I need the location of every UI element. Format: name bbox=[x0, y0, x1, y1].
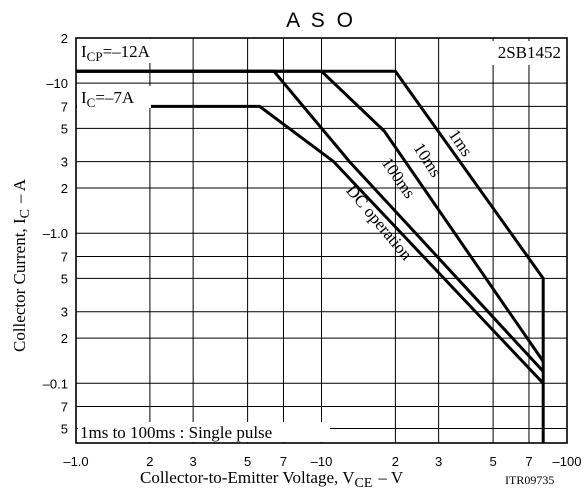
series-line-100ms bbox=[76, 69, 545, 373]
y-tick-label-6: –1.0 bbox=[43, 226, 68, 241]
x-tick-label-1: 2 bbox=[146, 454, 153, 469]
y-tick-label-12: 7 bbox=[61, 400, 68, 415]
ic-label-main: I bbox=[81, 88, 87, 107]
ic-label-tail: =–7A bbox=[95, 88, 135, 107]
y-tick-label-3: 5 bbox=[61, 121, 68, 136]
pulse-note-box: 1ms to 100ms : Single pulse bbox=[78, 422, 330, 442]
y-tick-label-4: 3 bbox=[61, 155, 68, 170]
series-lines bbox=[76, 69, 545, 443]
icp-annotation: ICP=–12A bbox=[77, 39, 177, 64]
y-tick-label-0: 2 bbox=[61, 31, 68, 46]
y-axis-label-main: Collector Current, I bbox=[10, 218, 29, 352]
x-tick-label-0: –1.0 bbox=[63, 454, 88, 469]
tick-labels: –1.0 2 3 5 7 –10 2 3 5 7 –100 2 –10 7 5 3 2 –1.0 7 5 3 2 –0.1 7… bbox=[43, 31, 582, 469]
chart-title: A S O bbox=[286, 9, 356, 32]
y-axis-label: Collector Current, IC – A bbox=[10, 178, 33, 352]
svg-text:ICP=–12A: ICP=–12A bbox=[81, 42, 151, 64]
curve-label-1ms: 1ms bbox=[445, 126, 477, 160]
curve-labels: 1ms 10ms 100ms DC operation bbox=[342, 126, 476, 264]
part-number-box: 2SB1452 bbox=[472, 41, 565, 65]
series-line-1ms bbox=[76, 69, 545, 443]
icp-label-tail: =–12A bbox=[103, 42, 151, 61]
y-axis-label-tail: – A bbox=[10, 178, 29, 204]
x-axis-label-main: Collector-to-Emitter Voltage, V bbox=[140, 468, 355, 487]
y-axis-label-sub: C bbox=[18, 209, 33, 218]
x-tick-label-5: –10 bbox=[311, 454, 333, 469]
icp-label-main: I bbox=[81, 42, 87, 61]
y-tick-label-2: 7 bbox=[61, 99, 68, 114]
part-number: 2SB1452 bbox=[498, 43, 561, 62]
y-tick-label-10: 2 bbox=[61, 331, 68, 346]
x-tick-label-8: 5 bbox=[489, 454, 496, 469]
y-tick-label-13: 5 bbox=[61, 421, 68, 436]
x-tick-label-6: 2 bbox=[392, 454, 399, 469]
x-tick-label-2: 3 bbox=[190, 454, 197, 469]
y-tick-label-7: 7 bbox=[61, 249, 68, 264]
y-tick-label-1: –10 bbox=[46, 76, 68, 91]
ic-label-sub: C bbox=[87, 95, 96, 110]
x-tick-label-4: 7 bbox=[280, 454, 287, 469]
x-axis-label-tail: – V bbox=[377, 468, 403, 487]
y-tick-label-11: –0.1 bbox=[43, 376, 68, 391]
curve-label-100ms: 100ms bbox=[378, 154, 420, 202]
icp-label-sub: CP bbox=[87, 49, 103, 64]
x-axis-label-sub: CE bbox=[354, 476, 372, 491]
series-line-dc-operation bbox=[76, 104, 545, 385]
figure-code: ITR09735 bbox=[505, 473, 554, 487]
y-tick-label-8: 5 bbox=[61, 271, 68, 286]
x-axis-label: Collector-to-Emitter Voltage, VCE – V bbox=[140, 468, 404, 491]
y-tick-label-9: 3 bbox=[61, 305, 68, 320]
ic-annotation: IC=–7A bbox=[77, 86, 151, 110]
x-tick-label-10: –100 bbox=[553, 454, 582, 469]
y-tick-label-5: 2 bbox=[61, 181, 68, 196]
x-tick-label-7: 3 bbox=[435, 454, 442, 469]
svg-text:IC=–7A: IC=–7A bbox=[81, 88, 135, 110]
pulse-note: 1ms to 100ms : Single pulse bbox=[80, 423, 272, 442]
x-tick-label-3: 5 bbox=[244, 454, 251, 469]
x-tick-label-9: 7 bbox=[525, 454, 532, 469]
